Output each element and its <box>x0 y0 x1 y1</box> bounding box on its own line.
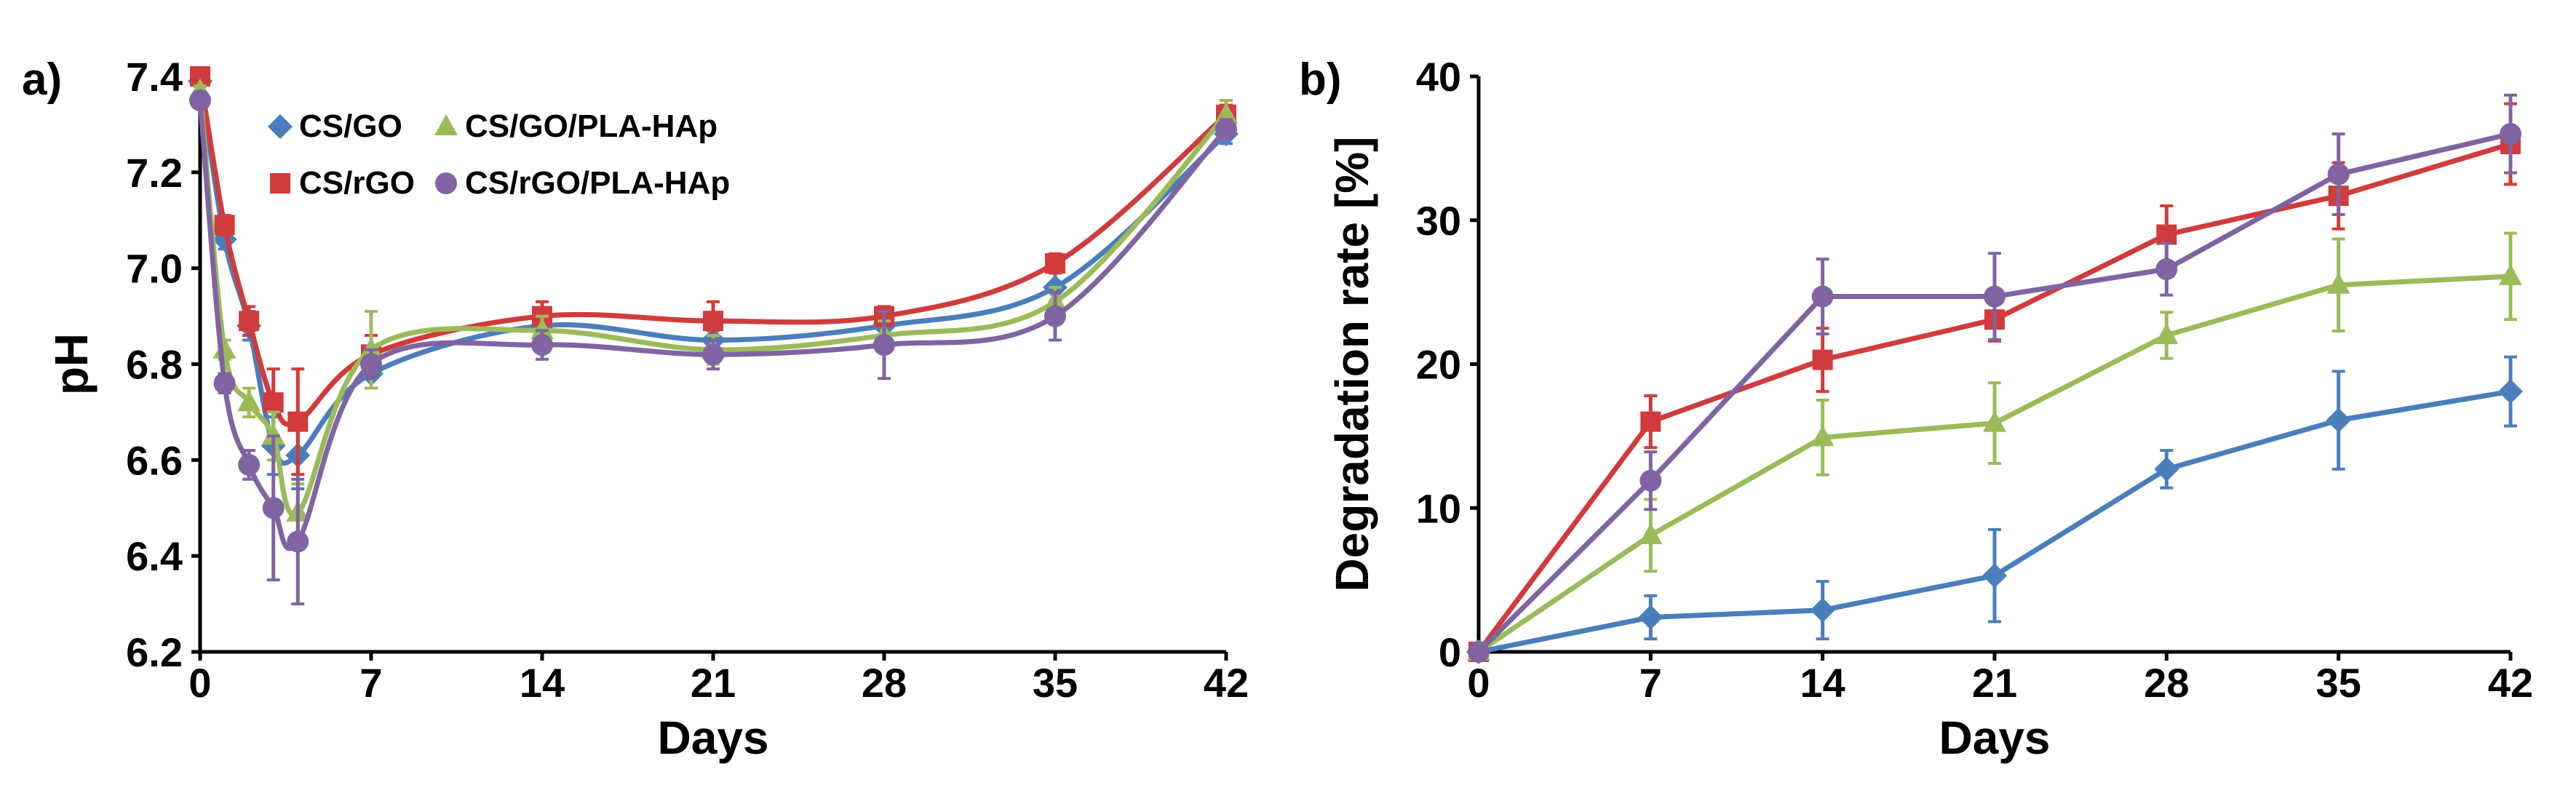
a-cs-rgo-pla-hap-point <box>1044 305 1066 327</box>
b-cs-rgo-pla-hap-point <box>1639 469 1662 492</box>
a-cs-rgo-pla-hap-point <box>702 343 724 366</box>
b-x-tick-label: 7 <box>1639 660 1662 706</box>
b-series-cs-rgo-pla-hap <box>1468 93 2521 663</box>
b-cs-go-pla-hap-point <box>1639 522 1663 544</box>
a-x-axis-label: Days <box>658 712 769 764</box>
a-cs-rgo-pla-hap-point <box>238 453 261 476</box>
a-cs-rgo-point <box>239 311 260 332</box>
a-x-tick-label: 42 <box>1204 660 1249 706</box>
a-series-cs-rgo-pla-hap <box>189 89 1237 606</box>
a-legend-marker-cs-go <box>268 114 293 139</box>
a-panel-label: a) <box>22 55 62 105</box>
b-y-tick-label: 0 <box>1439 629 1461 675</box>
panel-b-chart: 0 7 14 21 28 35 42 0 10 20 30 40 Days Degradation rat… <box>1299 54 2533 764</box>
a-cs-rgo-pla-hap-point <box>287 530 309 553</box>
a-cs-go-pla-hap-point <box>212 337 236 359</box>
b-cs-rgo-pla-hap-point <box>1468 641 1490 663</box>
a-x-tick-label: 21 <box>691 660 736 706</box>
a-cs-rgo-pla-hap-point <box>189 89 211 111</box>
a-x-tick-label: 0 <box>188 660 211 706</box>
b-cs-rgo-pla-hap-point <box>1811 285 1834 308</box>
a-y-tick-label: 6.2 <box>126 629 183 675</box>
b-cs-go-pla-hap-point <box>2326 272 2350 294</box>
a-cs-rgo-pla-hap-point <box>873 334 895 356</box>
b-y-tick-label: 20 <box>1416 342 1461 388</box>
a-legend-marker-cs-go-pla-hap <box>434 114 458 135</box>
a-cs-rgo-pla-hap-line <box>197 100 1228 551</box>
b-cs-go-pla-hap-point <box>2499 263 2522 285</box>
a-cs-go-pla-hap-point <box>261 423 285 445</box>
b-cs-go-point <box>1982 563 2007 589</box>
a-y-tick-label: 7.4 <box>126 54 183 100</box>
b-x-tick-label: 35 <box>2316 660 2361 706</box>
b-cs-rgo-pla-hap-point <box>2500 123 2521 146</box>
a-y-tick-label: 7.2 <box>126 150 183 196</box>
a-legend-label-cs-go-pla-hap: CS/GO/PLA-HAp <box>465 108 717 144</box>
a-cs-rgo-pla-hap-point <box>360 353 382 375</box>
b-cs-rgo-pla-hap-point <box>2327 163 2350 186</box>
b-panel-label: b) <box>1299 55 1342 105</box>
a-x-tick-label: 14 <box>520 660 565 706</box>
b-x-tick-label: 42 <box>2488 660 2533 706</box>
b-cs-rgo-point <box>2156 224 2177 245</box>
a-cs-rgo-point <box>263 392 284 413</box>
a-y-tick-label: 6.4 <box>126 533 183 579</box>
a-cs-go-pla-hap-line <box>197 90 1228 517</box>
b-cs-go-point <box>2498 379 2523 404</box>
a-legend-label-cs-rgo-pla-hap: CS/rGO/PLA-HAp <box>465 165 730 201</box>
b-series-cs-go-pla-hap <box>1467 231 2522 661</box>
b-y-axis-label: Degradation rate [%] <box>1326 137 1378 592</box>
b-cs-go-point <box>1638 605 1663 630</box>
b-cs-go-point <box>2154 456 2179 482</box>
a-cs-rgo-pla-hap-point <box>262 497 285 519</box>
a-y-tick-label: 6.6 <box>126 437 183 483</box>
b-cs-go-pla-hap-point <box>1983 410 2006 432</box>
a-cs-rgo-pla-hap-point <box>531 334 553 356</box>
a-cs-go-pla-hap-point <box>359 337 383 359</box>
b-cs-rgo-point <box>1812 349 1833 370</box>
a-y-axis-label: pH <box>45 333 98 395</box>
a-legend-label-cs-go: CS/GO <box>299 108 402 144</box>
b-cs-rgo-point <box>1640 411 1661 432</box>
a-cs-rgo-pla-hap-point <box>213 372 236 394</box>
a-cs-rgo-point <box>214 215 235 236</box>
b-cs-go-point <box>1810 597 1835 623</box>
a-x-tick-label: 35 <box>1033 660 1078 706</box>
b-y-tick-label: 30 <box>1416 198 1461 244</box>
b-cs-rgo-pla-hap-point <box>1984 285 2005 308</box>
a-cs-rgo-pla-hap-point <box>1215 118 1237 140</box>
a-legend: CS/GO CS/GO/PLA-HAp CS/rGO CS/rGO/PLA-HAp <box>268 108 730 201</box>
a-cs-rgo-point <box>703 311 723 332</box>
a-legend-marker-cs-rgo <box>270 173 290 194</box>
b-y-tick-label: 10 <box>1416 485 1461 531</box>
a-legend-label-cs-rgo: CS/rGO <box>299 165 415 201</box>
a-y-tick-label: 7.0 <box>126 246 183 292</box>
b-cs-go-pla-hap-point <box>1810 425 1834 447</box>
a-legend-marker-cs-rgo-pla-hap <box>435 172 457 194</box>
a-cs-rgo-point <box>1045 253 1065 274</box>
b-cs-go-pla-hap-point <box>2155 322 2179 344</box>
a-cs-rgo-point <box>287 411 309 432</box>
a-cs-go-pla-hap-point <box>530 318 554 340</box>
panel-a-chart: 0 7 14 21 28 35 42 6.2 6.4 6.6 6.8 7.0 7.2 7.4 Days pH a… <box>22 54 1249 764</box>
a-x-tick-label: 7 <box>359 660 382 706</box>
a-y-tick-label: 6.8 <box>126 342 183 388</box>
b-x-tick-label: 21 <box>1972 660 2017 706</box>
b-cs-rgo-pla-hap-point <box>2155 258 2178 280</box>
b-x-tick-label: 0 <box>1467 660 1490 706</box>
b-x-tick-label: 28 <box>2144 660 2189 706</box>
b-x-axis-label: Days <box>1939 712 2051 764</box>
b-cs-go-point <box>2326 407 2351 433</box>
b-y-tick-label: 40 <box>1416 54 1461 100</box>
b-x-tick-label: 14 <box>1800 660 1845 706</box>
a-x-tick-label: 28 <box>862 660 907 706</box>
a-cs-go-pla-hap-point <box>237 390 261 412</box>
